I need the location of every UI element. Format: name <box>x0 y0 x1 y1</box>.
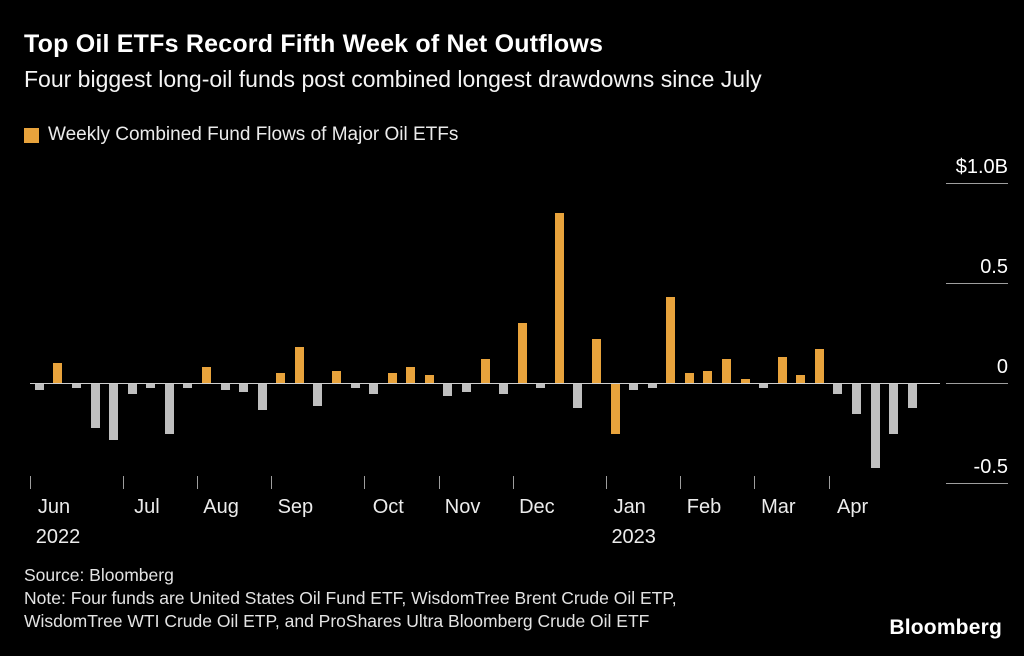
flow-bar <box>294 347 304 383</box>
x-axis-tick <box>438 476 440 489</box>
month-label: Apr <box>837 496 869 518</box>
year-label: 2022 <box>35 526 81 548</box>
x-axis-tick <box>197 476 199 489</box>
flow-bar <box>90 384 100 428</box>
x-axis-tick <box>754 476 756 489</box>
flow-bar <box>777 357 787 383</box>
y-axis-tick <box>946 383 1008 384</box>
flow-bar <box>424 375 434 383</box>
month-label: Sep <box>277 496 314 518</box>
month-label: Jan <box>613 496 646 518</box>
flow-bar <box>183 384 193 388</box>
y-axis-tick <box>946 183 1008 184</box>
y-axis-label: -0.5 <box>973 456 1008 478</box>
year-label: 2023 <box>611 526 656 548</box>
flow-bar <box>629 384 639 390</box>
flow-bar <box>796 375 806 383</box>
flow-bar <box>257 384 267 410</box>
flow-bar <box>554 213 564 383</box>
source-text: Source: Bloomberg <box>24 565 174 585</box>
x-axis-tick <box>512 476 514 489</box>
month-label: Aug <box>203 496 239 518</box>
month-label: Feb <box>686 496 722 518</box>
flow-bar <box>313 384 323 406</box>
flow-bar <box>721 359 731 383</box>
flow-bar <box>239 384 249 392</box>
flow-bar <box>907 384 917 408</box>
flow-bar <box>220 384 230 390</box>
flow-bar <box>536 384 546 388</box>
y-axis-label: 0 <box>996 356 1008 378</box>
flow-bar <box>610 384 620 434</box>
month-label: Nov <box>444 496 481 518</box>
month-label: Jun <box>37 496 71 518</box>
flow-bar <box>127 384 137 394</box>
x-axis-tick <box>30 476 31 489</box>
month-label: Jul <box>134 496 160 518</box>
zero-axis-line <box>30 383 940 384</box>
flow-bar <box>703 371 713 383</box>
flow-bar <box>71 384 81 388</box>
page-title: Top Oil ETFs Record Fifth Week of Net Ou… <box>24 30 604 58</box>
flow-bar <box>109 384 119 440</box>
x-axis-tick <box>605 476 607 489</box>
legend-swatch-icon <box>24 127 39 143</box>
flow-bar <box>833 384 843 394</box>
flow-bar <box>666 297 676 383</box>
footer: Source: Bloomberg Note: Four funds are U… <box>24 564 677 633</box>
flow-bar <box>499 384 509 394</box>
flow-bar <box>331 371 341 383</box>
x-axis-labels: Jun 2022 Jul Aug Sep Oct Nov Dec Jan 2023 Feb Mar Ap… <box>30 496 940 556</box>
x-axis-tick <box>680 476 681 489</box>
flow-bar <box>517 323 527 383</box>
x-axis-tick <box>122 476 124 489</box>
plot-area <box>30 170 940 500</box>
flow-bar <box>591 339 601 383</box>
month-label: Dec <box>519 496 555 518</box>
y-axis-tick <box>946 483 1008 484</box>
month-label: Mar <box>761 496 796 518</box>
flow-bar <box>276 373 286 383</box>
flow-bar <box>889 384 899 434</box>
flow-bar <box>740 379 750 383</box>
legend-label: Weekly Combined Fund Flows of Major Oil … <box>48 124 459 145</box>
legend: Weekly Combined Fund Flows of Major Oil … <box>24 124 458 146</box>
flow-bar <box>647 384 657 388</box>
month-label: Oct <box>372 496 404 518</box>
flow-bar <box>814 349 824 383</box>
flow-bar <box>387 373 397 383</box>
y-axis-label: $1.0B <box>955 156 1008 178</box>
flow-bar <box>350 384 360 388</box>
flow-bar <box>146 384 156 388</box>
x-axis-tick <box>828 476 830 489</box>
flow-bar <box>573 384 583 408</box>
flow-bar <box>461 384 471 392</box>
flow-bar <box>759 384 769 388</box>
flow-bar <box>164 384 174 434</box>
y-axis-label: 0.5 <box>980 256 1008 278</box>
flow-bar <box>480 359 490 383</box>
flow-bar <box>34 384 44 390</box>
y-axis: $1.0B 0.5 0 -0.5 <box>946 156 1008 500</box>
note-text-line2: WisdomTree WTI Crude Oil ETP, and ProSha… <box>24 611 650 631</box>
flow-bar <box>851 384 861 414</box>
flow-bar <box>53 363 63 383</box>
note-text-line1: Note: Four funds are United States Oil F… <box>24 588 677 608</box>
flow-bar <box>870 384 880 468</box>
bloomberg-logo: Bloomberg <box>889 616 1002 639</box>
page-subtitle: Four biggest long-oil funds post combine… <box>24 66 762 92</box>
flow-bar <box>201 367 211 383</box>
x-axis-tick <box>364 476 366 489</box>
flow-bar <box>406 367 416 383</box>
flow-bar <box>369 384 379 394</box>
x-axis-tick <box>271 476 273 489</box>
y-axis-tick <box>946 283 1008 284</box>
flow-bar <box>443 384 453 396</box>
flow-bar <box>684 373 694 383</box>
